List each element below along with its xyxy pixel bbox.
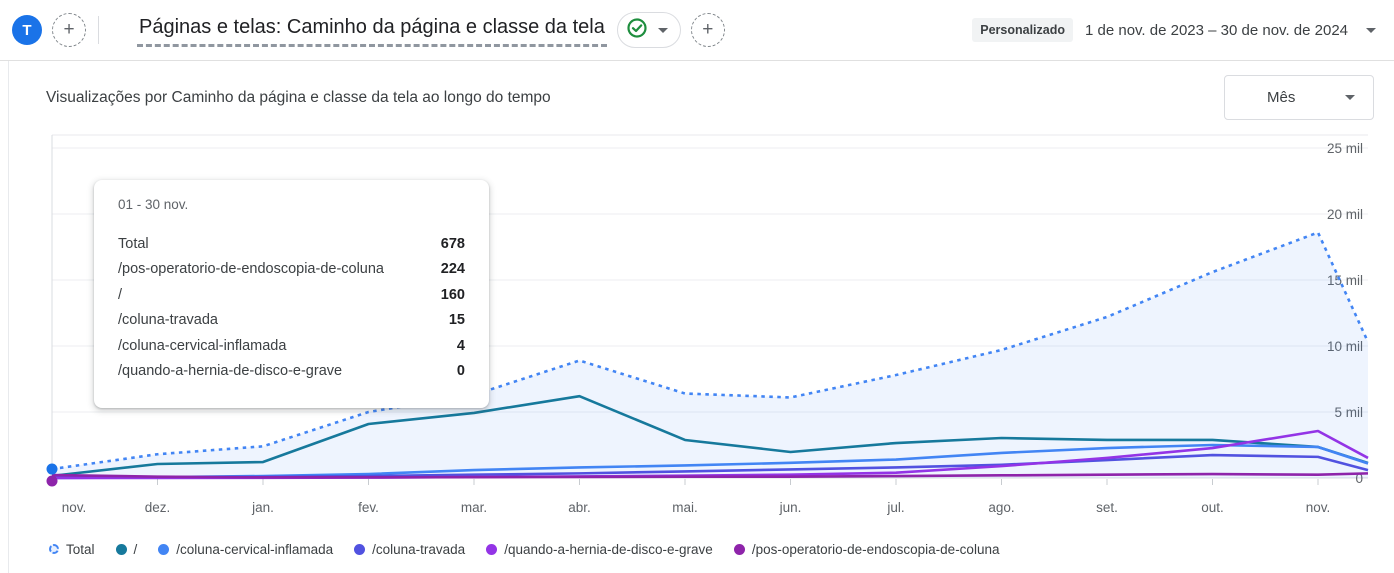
legend-marker-icon bbox=[354, 543, 366, 555]
svg-text:ago.: ago. bbox=[988, 500, 1014, 515]
svg-text:15 mil: 15 mil bbox=[1327, 273, 1363, 288]
svg-text:abr.: abr. bbox=[568, 500, 591, 515]
tooltip-date: 01 - 30 nov. bbox=[118, 197, 189, 212]
svg-text:0: 0 bbox=[1355, 471, 1363, 486]
legend-marker-icon bbox=[486, 543, 498, 555]
legend-item[interactable]: /coluna-travada bbox=[354, 542, 465, 557]
legend-item[interactable]: /coluna-cervical-inflamada bbox=[158, 542, 333, 557]
legend-marker-icon bbox=[49, 544, 59, 554]
svg-text:jul.: jul. bbox=[886, 500, 904, 515]
avatar[interactable]: T bbox=[12, 15, 42, 45]
report-header: T + Páginas e telas: Caminho da página e… bbox=[0, 0, 1394, 61]
svg-text:jun.: jun. bbox=[779, 500, 802, 515]
tooltip-row: /coluna-cervical-inflamada 4 bbox=[118, 337, 465, 354]
tooltip-rows: Total 678/pos-operatorio-de-endoscopia-de… bbox=[118, 232, 465, 384]
svg-text:nov.: nov. bbox=[1306, 500, 1331, 515]
svg-text:10 mil: 10 mil bbox=[1327, 339, 1363, 354]
date-preset-badge: Personalizado bbox=[972, 18, 1073, 42]
check-circle-icon bbox=[626, 17, 648, 44]
add-technique-button[interactable]: + bbox=[690, 13, 725, 47]
chart-tooltip: 01 - 30 nov. Total 678/pos-operatorio-de-… bbox=[94, 180, 489, 408]
svg-text:out.: out. bbox=[1201, 500, 1224, 515]
tooltip-row: /160 bbox=[118, 286, 465, 303]
legend-item[interactable]: /pos-operatorio-de-endoscopia-de-coluna bbox=[733, 541, 1000, 557]
granularity-select[interactable]: Mês bbox=[1224, 75, 1374, 120]
svg-text:mar.: mar. bbox=[461, 500, 487, 515]
plus-icon: + bbox=[702, 19, 714, 40]
legend-marker-icon bbox=[158, 543, 170, 555]
svg-text:25 mil: 25 mil bbox=[1327, 141, 1363, 156]
chevron-down-icon bbox=[657, 27, 668, 33]
svg-text:20 mil: 20 mil bbox=[1327, 207, 1363, 222]
svg-text:set.: set. bbox=[1096, 500, 1118, 515]
chart-card: Visualizações por Caminho da página e cl… bbox=[8, 61, 1394, 573]
legend-label: / bbox=[133, 541, 138, 557]
svg-text:dez.: dez. bbox=[145, 500, 171, 515]
date-range-text: 1 de nov. de 2023 – 30 de nov. de 2024 bbox=[1085, 21, 1348, 39]
svg-text:5 mil: 5 mil bbox=[1334, 405, 1363, 420]
tooltip-row: /pos-operatorio-de-endoscopia-de-coluna 2… bbox=[118, 261, 465, 278]
legend-label: /coluna-travada bbox=[372, 541, 466, 557]
legend-item[interactable]: Total bbox=[49, 542, 95, 557]
report-tab-title[interactable]: Páginas e telas: Caminho da página e cla… bbox=[137, 14, 607, 47]
add-tab-button[interactable]: + bbox=[52, 13, 86, 47]
chart-legend: Total / /coluna-cervical-inflamada/coluna-… bbox=[49, 534, 1384, 564]
legend-label: Total bbox=[66, 541, 95, 557]
svg-text:nov.: nov. bbox=[62, 500, 87, 515]
legend-item[interactable]: /quando-a-hernia-de-disco-e-grave bbox=[486, 542, 713, 557]
header-divider bbox=[98, 16, 99, 44]
svg-text:fev.: fev. bbox=[358, 500, 379, 515]
date-range-picker[interactable]: Personalizado 1 de nov. de 2023 – 30 de … bbox=[972, 18, 1382, 42]
legend-label: /coluna-cervical-inflamada bbox=[176, 541, 334, 557]
technique-selector[interactable] bbox=[616, 12, 681, 48]
legend-item[interactable]: / bbox=[115, 541, 138, 557]
tooltip-row: Total 678 bbox=[118, 236, 465, 252]
legend-label: /pos-operatorio-de-endoscopia-de-coluna bbox=[751, 541, 1000, 557]
chevron-down-icon bbox=[1345, 95, 1355, 100]
svg-text:jan.: jan. bbox=[251, 500, 274, 515]
tooltip-row: /quando-a-hernia-de-disco-e-grave 0 bbox=[118, 363, 465, 380]
legend-marker-icon bbox=[115, 543, 127, 555]
tooltip-row: /coluna-travada 15 bbox=[118, 312, 465, 329]
svg-text:mai.: mai. bbox=[672, 500, 698, 515]
legend-marker-icon bbox=[733, 543, 745, 555]
plus-icon: + bbox=[63, 19, 75, 40]
chart-title: Visualizações por Caminho da página e cl… bbox=[46, 89, 551, 106]
legend-label: /quando-a-hernia-de-disco-e-grave bbox=[504, 541, 713, 557]
chevron-down-icon bbox=[1366, 27, 1376, 33]
granularity-value: Mês bbox=[1267, 89, 1296, 106]
